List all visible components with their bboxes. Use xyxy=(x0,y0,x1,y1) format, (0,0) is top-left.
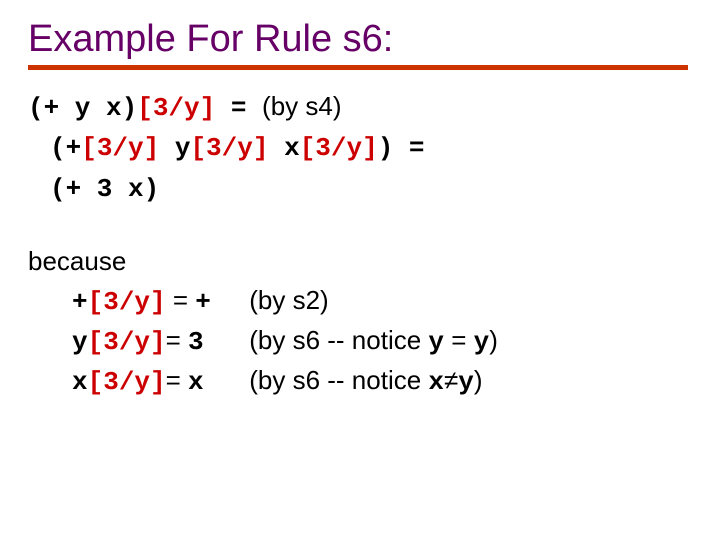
var: y xyxy=(428,327,444,357)
gap xyxy=(268,133,284,163)
lhs: +[3/y] = + xyxy=(72,282,242,320)
line-3: (+ 3 x) xyxy=(28,169,692,207)
val: + xyxy=(195,287,211,317)
page-title: Example For Rule s6: xyxy=(28,18,692,61)
subst: [3/y] xyxy=(300,133,378,163)
rhs: (by s2) xyxy=(249,285,328,315)
lhs: y[3/y]= 3 xyxy=(72,322,242,360)
expr: ) = xyxy=(378,133,425,163)
expr: (+ y x) xyxy=(28,93,137,123)
eq: = xyxy=(444,325,474,355)
val: x xyxy=(188,367,204,397)
line-2: (+[3/y] y[3/y] x[3/y]) = xyxy=(28,128,692,166)
subst: [3/y] xyxy=(88,327,166,357)
note: (by s4) xyxy=(262,91,341,121)
eq: = xyxy=(215,93,262,123)
var: x xyxy=(428,367,444,397)
reason-2: y[3/y]= 3 (by s6 -- notice y = y) xyxy=(28,322,692,360)
expr: y xyxy=(175,133,191,163)
spacer xyxy=(28,209,692,243)
eq: = xyxy=(166,325,188,355)
op: y xyxy=(72,327,88,357)
subst: [3/y] xyxy=(88,287,166,317)
eq: = xyxy=(166,285,196,315)
subst: [3/y] xyxy=(137,93,215,123)
subst: [3/y] xyxy=(88,367,166,397)
lhs: x[3/y]= x xyxy=(72,362,242,400)
rhs-a: (by s6 -- notice xyxy=(249,365,428,395)
op: + xyxy=(72,287,88,317)
eq: = xyxy=(166,365,188,395)
var: y xyxy=(474,327,490,357)
rhs-a: (by s6 -- notice xyxy=(249,325,428,355)
because-label: because xyxy=(28,243,692,279)
expr: (+ 3 x) xyxy=(50,174,159,204)
op: x xyxy=(72,367,88,397)
slide: Example For Rule s6: (+ y x)[3/y] = (by … xyxy=(0,0,720,401)
subst: [3/y] xyxy=(81,133,159,163)
rhs-e: ) xyxy=(474,365,483,395)
val: 3 xyxy=(188,327,204,357)
rhs-e: ) xyxy=(489,325,498,355)
ne: ≠ xyxy=(444,365,458,395)
subst: [3/y] xyxy=(190,133,268,163)
expr: x xyxy=(284,133,300,163)
text: because xyxy=(28,246,126,276)
expr: (+ xyxy=(50,133,81,163)
title-rule xyxy=(28,65,688,70)
reason-1: +[3/y] = + (by s2) xyxy=(28,282,692,320)
content: (+ y x)[3/y] = (by s4) (+[3/y] y[3/y] x[… xyxy=(28,88,692,401)
reason-3: x[3/y]= x (by s6 -- notice x≠y) xyxy=(28,362,692,400)
var: y xyxy=(458,367,474,397)
line-1: (+ y x)[3/y] = (by s4) xyxy=(28,88,692,126)
gap xyxy=(159,133,175,163)
